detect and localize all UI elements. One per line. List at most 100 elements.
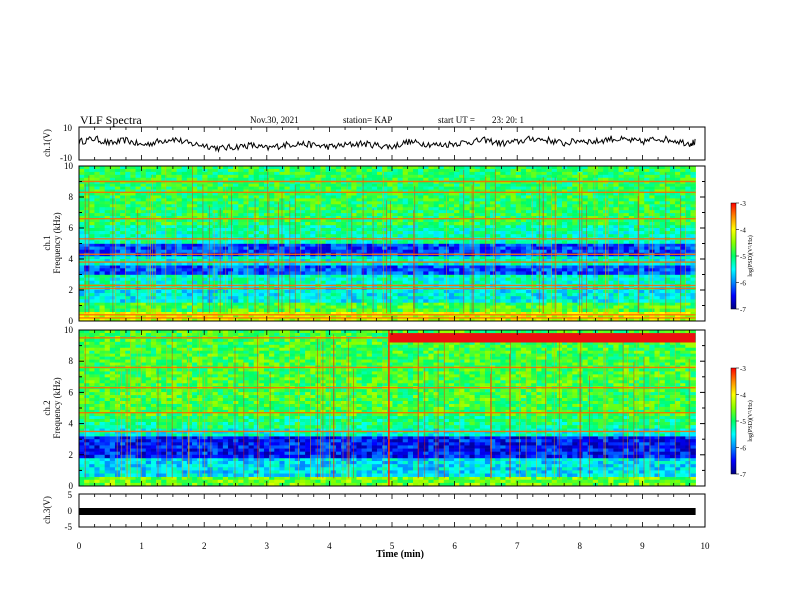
spectrogram-cell [680, 311, 686, 316]
spectrogram-cell [120, 290, 126, 294]
spectrogram-cell [166, 293, 172, 297]
spectrogram-cell [228, 317, 234, 322]
spectrogram-cell [120, 228, 126, 232]
spectrogram-cell [459, 168, 465, 173]
spectrogram-cell [156, 293, 162, 297]
spectrogram-cell [546, 228, 553, 232]
spectrogram-cell [202, 259, 208, 263]
spectrogram-cell [202, 299, 208, 303]
spectrogram-cell [305, 195, 311, 199]
spectrogram-cell [382, 308, 388, 312]
spectrogram-cell [228, 246, 234, 250]
spectrogram-cell [335, 259, 342, 263]
spectrogram-cell [459, 189, 465, 193]
spectrogram-cell [556, 243, 563, 247]
spectrogram-cell [392, 290, 398, 294]
spectrogram-cell [505, 290, 511, 294]
spectrogram-cell [161, 305, 167, 309]
spectrogram-cell [145, 168, 152, 173]
spectrogram-cell [84, 262, 90, 266]
spectrogram-cell [510, 234, 517, 238]
spectrogram-cell [597, 171, 604, 176]
spectrogram-cell [99, 166, 105, 170]
spectrogram-cell [474, 171, 481, 176]
spectrogram-cell [505, 280, 511, 285]
spectrogram-cell [79, 280, 85, 285]
spectrogram-cell [207, 171, 213, 176]
spectrogram-cell [94, 189, 100, 193]
spectrogram-cell [181, 195, 188, 199]
spectrogram-cell [341, 177, 347, 182]
spectrogram-cell [438, 317, 445, 322]
spectrogram-cell [192, 271, 198, 275]
spectrogram-cell [551, 180, 558, 184]
spectrogram-cell [484, 274, 491, 278]
spectrogram-cell [284, 189, 290, 193]
spectrogram-cell [669, 308, 676, 312]
spectrogram-cell [556, 271, 563, 275]
spectrogram-cell [351, 166, 357, 170]
spectrogram-cell [546, 311, 553, 316]
spectrogram-cell [150, 274, 157, 278]
spectrogram-cell [104, 224, 111, 229]
spectrogram-cell [377, 280, 383, 285]
spectrogram-cell [79, 274, 85, 278]
spectrogram-cell [613, 249, 619, 254]
spectrogram-cell [361, 171, 368, 176]
spectrogram-cell [531, 308, 537, 312]
spectrogram-cell [680, 314, 686, 319]
spectrogram-cell [669, 183, 676, 187]
spectrogram-cell [454, 224, 460, 229]
spectrogram-cell [161, 186, 167, 190]
spectrogram-cell [330, 240, 337, 244]
spectrogram-cell [438, 234, 445, 238]
spectrogram-cell [490, 234, 496, 238]
spectrogram-cell [125, 280, 131, 285]
spectrogram-cell [669, 296, 676, 300]
spectrogram-cell [79, 293, 85, 297]
spectrogram-cell [526, 268, 532, 272]
spectrogram-cell [505, 259, 511, 263]
spectrogram-cell [669, 166, 676, 170]
spectrogram-cell [567, 174, 573, 179]
spectrogram-cell [500, 166, 506, 170]
spectrogram-cell [94, 277, 100, 281]
spectrogram-cell [556, 262, 563, 266]
spectrogram-cell [551, 186, 558, 190]
spectrogram-cell [464, 290, 470, 294]
spectrogram-cell [413, 243, 419, 247]
spectrogram-cell [526, 265, 532, 269]
spectrogram-cell [351, 274, 357, 278]
spectrogram-cell [325, 243, 332, 247]
spectrogram-cell [79, 186, 85, 190]
spectrogram-cell [664, 271, 671, 275]
spectrogram-cell [659, 271, 666, 275]
spectrogram-cell [320, 302, 326, 306]
spectrogram-cell [669, 293, 676, 297]
spectrogram-cell [536, 177, 542, 182]
spectrogram-cell [243, 231, 249, 235]
spectrogram-cell [567, 224, 573, 229]
spectrogram-cell [320, 189, 326, 193]
spectrogram-cell [464, 183, 470, 187]
spectrogram-cell [567, 302, 573, 306]
spectrogram-cell [253, 305, 260, 309]
spectrogram-cell [346, 274, 352, 278]
spectrogram-cell [130, 180, 136, 184]
spectrogram-cell [263, 311, 270, 316]
spectrogram-cell [346, 240, 352, 244]
spectrogram-cell [531, 168, 537, 173]
spectrogram-cell [690, 317, 696, 322]
spectrogram-cell [294, 168, 301, 173]
spectrogram-cell [299, 234, 306, 238]
spectrogram-cell [469, 168, 475, 173]
spectrogram-cell [628, 171, 635, 176]
spectrogram-cell [192, 314, 198, 319]
spectrogram-cell [125, 314, 131, 319]
spectrogram-cell [341, 183, 347, 187]
spectrogram-cell [407, 166, 414, 170]
spectrogram-cell [541, 228, 547, 232]
spectrogram-cell [490, 299, 496, 303]
spectrogram-cell [608, 290, 614, 294]
spectrogram-cell [320, 314, 326, 319]
